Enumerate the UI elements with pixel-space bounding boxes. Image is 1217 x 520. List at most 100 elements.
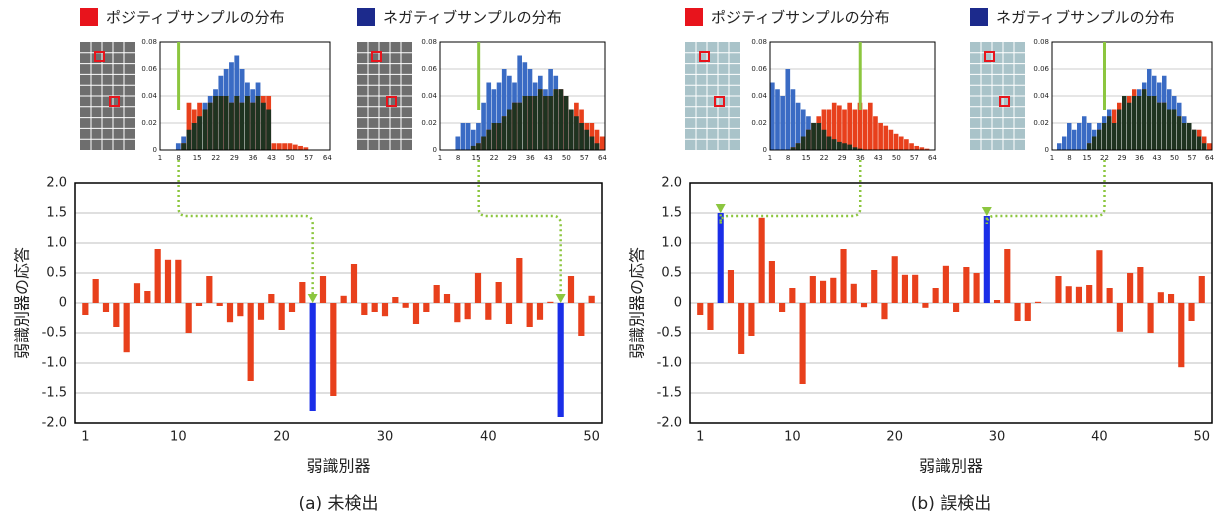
- bar: [103, 303, 109, 312]
- hist-bar: [899, 137, 904, 151]
- hist-overlap: [533, 96, 538, 150]
- bar: [728, 270, 734, 303]
- hist-overlap: [234, 96, 239, 150]
- inset-x-tick-label: 64: [598, 154, 607, 162]
- hist-overlap: [1102, 123, 1107, 150]
- hist-bar: [461, 123, 466, 150]
- hist-overlap: [1202, 143, 1207, 150]
- inset-x-tick-label: 36: [1135, 154, 1144, 162]
- hist-overlap: [559, 89, 564, 150]
- bar: [144, 291, 150, 303]
- hist-overlap: [806, 130, 811, 150]
- bar: [922, 303, 928, 308]
- hist-overlap: [837, 142, 842, 150]
- hist-overlap: [584, 130, 589, 150]
- hist-bar: [883, 126, 888, 150]
- y-tick-label: -1.5: [42, 386, 67, 401]
- y-tick-label: 2.0: [46, 176, 67, 191]
- inset-x-tick-label: 36: [249, 154, 258, 162]
- connector-arrow: [179, 160, 313, 294]
- hist-overlap: [579, 123, 584, 150]
- inset-x-tick-label: 22: [211, 154, 220, 162]
- hist-overlap: [507, 110, 512, 151]
- hist-bar: [1077, 123, 1082, 150]
- inset-x-tick-label: 29: [230, 154, 239, 162]
- bar: [1004, 249, 1010, 303]
- hist-overlap: [1172, 110, 1177, 151]
- bar: [912, 275, 918, 303]
- x-axis-label: 弱識別器: [919, 457, 983, 476]
- x-axis-label: 弱識別器: [306, 457, 370, 476]
- hist-overlap: [486, 130, 491, 150]
- y-tick-label: -1.0: [42, 356, 67, 371]
- legend-swatch: [80, 8, 98, 26]
- hist-overlap: [256, 96, 261, 150]
- bar: [902, 275, 908, 303]
- inset-y-tick-label: 0.02: [751, 119, 767, 127]
- bar: [820, 281, 826, 303]
- inset-y-tick-label: 0.04: [141, 92, 157, 100]
- inset-x-tick-label: 50: [1170, 154, 1179, 162]
- hist-bar: [889, 130, 894, 150]
- inset-x-tick-label: 8: [1067, 154, 1071, 162]
- hist-overlap: [574, 116, 579, 150]
- hist-overlap: [822, 130, 827, 150]
- hist-overlap: [250, 103, 255, 150]
- caption: (b) 誤検出: [911, 494, 991, 514]
- hist-overlap: [796, 143, 801, 150]
- bar: [506, 303, 512, 324]
- bar: [984, 216, 990, 303]
- bar: [268, 294, 274, 303]
- bar: [963, 267, 969, 303]
- hist-bar: [1207, 143, 1212, 150]
- bar: [1117, 303, 1123, 332]
- inset-x-tick-label: 57: [580, 154, 589, 162]
- hist-overlap: [842, 143, 847, 150]
- page: {"chart_data": [ {"type": "bar", "captio…: [0, 0, 1217, 520]
- inset-y-tick-label: 0: [433, 146, 437, 154]
- bar: [1178, 303, 1184, 367]
- bar: [1168, 294, 1174, 303]
- y-axis-label: 弱識別器の応答: [13, 247, 32, 359]
- x-tick-label: 20: [273, 430, 290, 445]
- hist-bar: [176, 143, 181, 150]
- hist-overlap: [1147, 96, 1152, 150]
- bar: [779, 303, 785, 312]
- hist-overlap: [1137, 96, 1142, 150]
- bar: [196, 303, 202, 306]
- hist-overlap: [218, 96, 223, 150]
- inset-x-tick-label: 50: [562, 154, 571, 162]
- bar: [516, 258, 522, 303]
- bar: [943, 266, 949, 303]
- hist-overlap: [595, 143, 600, 150]
- bar: [589, 296, 595, 303]
- hist-overlap: [523, 96, 528, 150]
- inset-x-tick-label: 22: [820, 154, 829, 162]
- y-tick-label: 0: [674, 296, 682, 311]
- x-tick-label: 1: [696, 430, 704, 445]
- hist-overlap: [548, 96, 553, 150]
- hist-overlap: [208, 103, 213, 150]
- hist-bar: [1067, 123, 1072, 150]
- hist-overlap: [1192, 130, 1197, 150]
- bar: [558, 303, 564, 417]
- hist-bar: [909, 143, 914, 150]
- bar: [1096, 250, 1102, 303]
- hist-bar: [873, 116, 878, 150]
- hist-bar: [796, 103, 801, 150]
- x-tick-label: 40: [1091, 430, 1108, 445]
- inset-x-tick-label: 8: [456, 154, 460, 162]
- x-tick-label: 10: [170, 430, 187, 445]
- hist-overlap: [203, 110, 208, 151]
- y-tick-label: -2.0: [657, 416, 682, 431]
- inset-x-tick-label: 15: [802, 154, 811, 162]
- hist-bar: [868, 103, 873, 150]
- inset-y-tick-label: 0.08: [141, 38, 157, 46]
- bar: [496, 282, 502, 303]
- bar: [454, 303, 460, 322]
- hist-bar: [298, 146, 303, 150]
- y-tick-label: 1.5: [46, 206, 67, 221]
- legend-swatch: [970, 8, 988, 26]
- y-axis-label: 弱識別器の応答: [628, 247, 647, 359]
- y-tick-label: 0: [59, 296, 67, 311]
